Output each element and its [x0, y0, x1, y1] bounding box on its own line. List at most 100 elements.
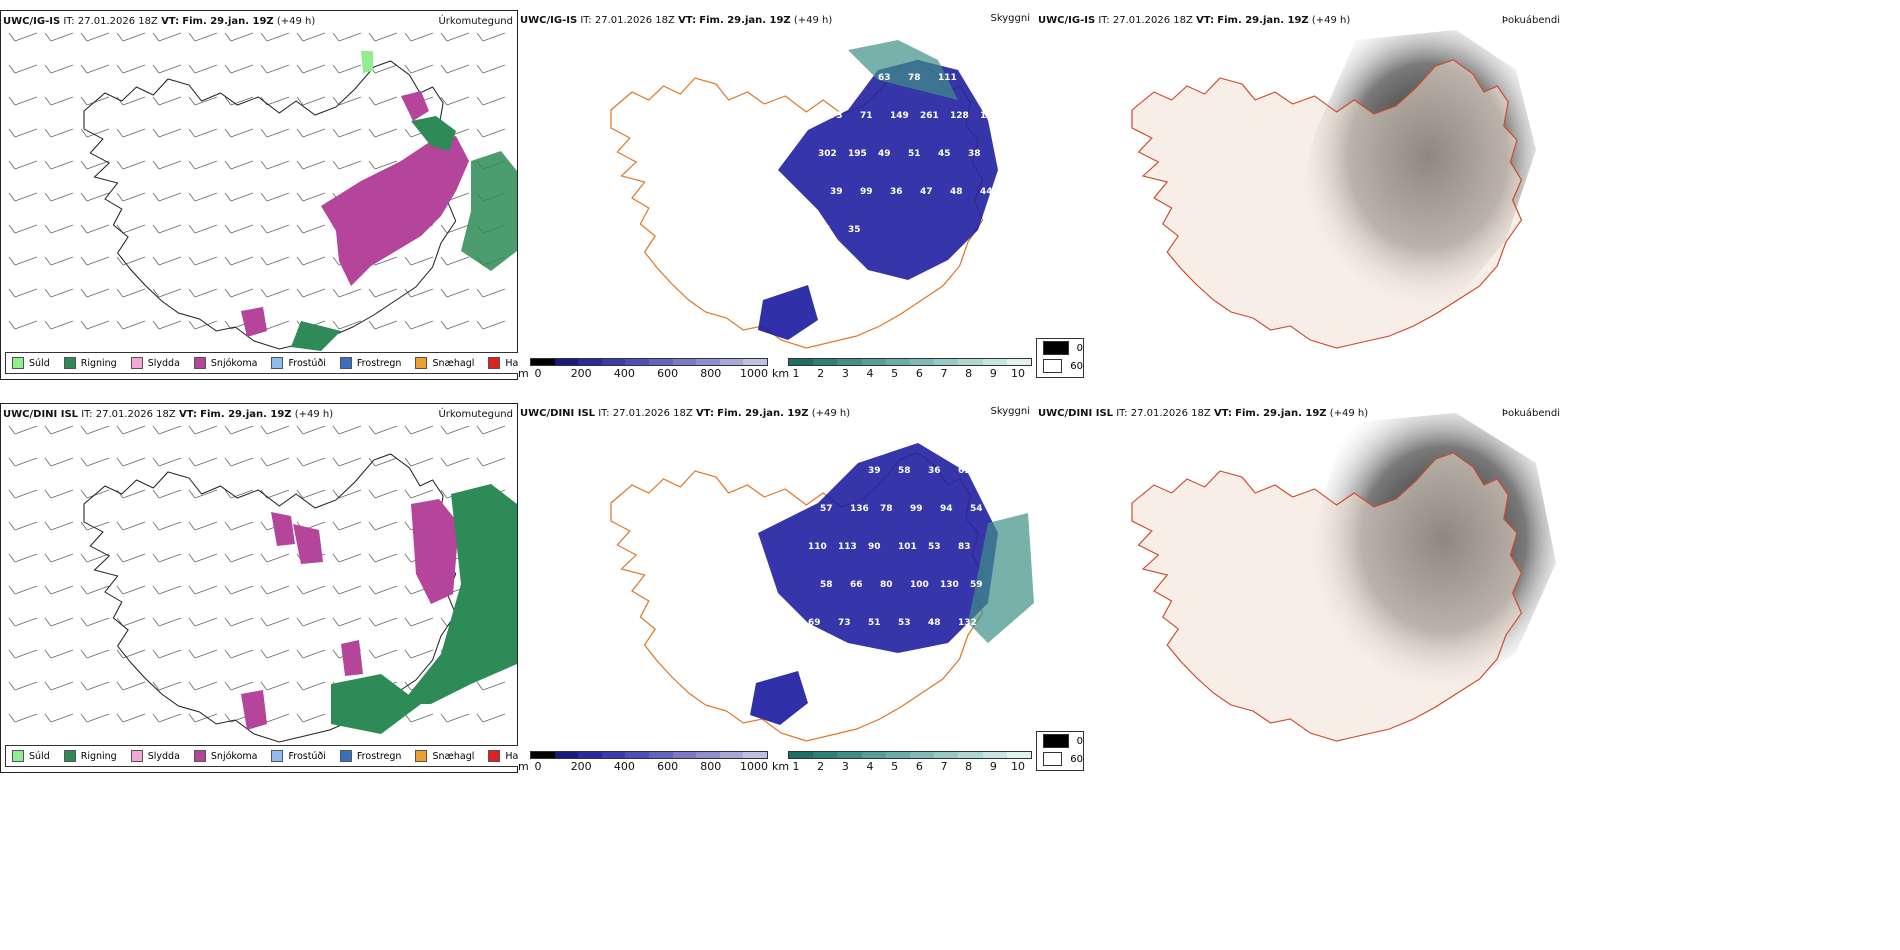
colorbar-tick-label: 10 — [1011, 367, 1025, 380]
colorbar-tick-label: 800 — [700, 760, 722, 773]
wind-barb — [188, 553, 218, 563]
colorbar-tick-label: 9 — [989, 367, 997, 380]
init-time: 27.01.2026 18Z — [95, 409, 176, 420]
ceiling-value-label: 78 — [908, 73, 921, 83]
legend-item: Rigning — [63, 357, 117, 369]
wind-barb — [260, 489, 290, 499]
colorbar-tick-label: 8 — [965, 367, 973, 380]
ceiling-value-label: 44 — [980, 187, 993, 197]
wind-barb — [80, 425, 110, 435]
ceiling-value-label: 36 — [890, 187, 903, 197]
wind-barb — [152, 521, 182, 531]
panel-header: UWC/IG-IS IT: 27.01.2026 18Z VT: Fim. 29… — [520, 13, 1030, 29]
ceiling-value-label: 51 — [908, 149, 921, 159]
wind-barb — [368, 617, 398, 627]
wind-barb — [404, 256, 434, 266]
wind-barb — [152, 425, 182, 435]
wind-barb — [404, 457, 434, 467]
ceiling-value-label: 80 — [880, 580, 893, 590]
wind-barb — [476, 713, 506, 723]
valid-time: Fim. 29.jan. 19Z — [1217, 15, 1309, 26]
legend-label: Frostúði — [288, 357, 326, 369]
wind-barb — [440, 457, 470, 467]
ceiling-value-label: 136 — [850, 504, 869, 514]
wind-barb — [8, 457, 38, 467]
legend-label: Rigning — [80, 357, 117, 369]
precip-areas — [241, 51, 517, 351]
fog-key: 0 60 — [1036, 731, 1084, 771]
wind-barb — [224, 585, 254, 595]
wind-barb — [116, 649, 146, 659]
model-name: UWC/DINI ISL — [520, 408, 596, 419]
wind-barb — [44, 617, 74, 627]
lead-time: (+49 h) — [811, 408, 851, 419]
colorbar-unit: km — [772, 760, 790, 773]
legend-swatch — [271, 750, 284, 762]
panel-header: UWC/DINI ISL IT: 27.01.2026 18Z VT: Fim.… — [3, 409, 513, 423]
wind-barb — [152, 224, 182, 234]
wind-barb — [260, 96, 290, 106]
init-label: IT: — [1098, 15, 1110, 26]
wind-barb — [296, 649, 326, 659]
ceiling-value-label: 63 — [878, 73, 891, 83]
fog-key-swatch — [1043, 341, 1069, 355]
ceiling-value-label: 128 — [950, 111, 969, 121]
wind-barb — [332, 128, 362, 138]
colorbar-swatch — [531, 752, 555, 758]
ceiling-colorbar: m 0 200 400 600 800 1000 — [518, 358, 770, 380]
ceiling-value-label: 49 — [808, 466, 821, 476]
wind-barb — [224, 649, 254, 659]
wind-barb — [116, 553, 146, 563]
colorbar-tick-label: 2 — [817, 760, 825, 773]
wind-barb — [188, 713, 218, 723]
colorbar-swatch — [934, 359, 959, 365]
colorbar-swatch — [531, 359, 555, 365]
colorbar-swatch — [648, 359, 673, 365]
wind-barb — [116, 128, 146, 138]
wind-barb — [224, 521, 254, 531]
precip-legend: Súld Rigning Slydda Snjókoma Frostúði Fr… — [5, 745, 557, 767]
colorbar-swatch — [813, 752, 838, 758]
wind-barb — [296, 585, 326, 595]
ceiling-value-label: 58 — [898, 466, 911, 476]
wind-barb — [44, 192, 74, 202]
ceiling-value-label: 99 — [860, 187, 873, 197]
panel-header: UWC/DINI ISL IT: 27.01.2026 18Z VT: Fim.… — [1038, 408, 1896, 422]
wind-barb — [44, 128, 74, 138]
wind-barb — [188, 320, 218, 330]
wind-barb — [296, 128, 326, 138]
wind-barb — [8, 713, 38, 723]
wind-barb — [368, 553, 398, 563]
wind-barb — [44, 585, 74, 595]
wind-barb — [440, 256, 470, 266]
wind-barb — [440, 96, 470, 106]
wind-barb — [44, 681, 74, 691]
wind-barb — [152, 128, 182, 138]
wind-barb — [368, 585, 398, 595]
wind-barb — [44, 320, 74, 330]
panel-title: Skyggni — [990, 13, 1030, 24]
ceiling-value-label: 69 — [808, 618, 821, 628]
wind-barb — [260, 160, 290, 170]
wind-barb — [332, 457, 362, 467]
ceiling-visibility-map: 49 57 39 58 36 61 57 136 78 99 94 54 110 113 90 101 53 83… — [610, 443, 1034, 742]
colorbar-tick-label: 5 — [891, 367, 899, 380]
lead-time: (+49 h) — [1311, 15, 1351, 26]
colorbar-tick-label: 4 — [866, 760, 874, 773]
init-time: 27.01.2026 18Z — [1130, 408, 1211, 419]
colorbar-tick-label: 7 — [940, 367, 948, 380]
wind-barb — [296, 32, 326, 42]
wind-barb — [8, 681, 38, 691]
fog-key-swatch — [1043, 734, 1069, 748]
colorbar-swatch — [696, 752, 720, 758]
wind-barb — [368, 128, 398, 138]
wind-barb — [476, 64, 506, 74]
wind-barb — [44, 713, 74, 723]
wind-barb — [224, 192, 254, 202]
colorbar-swatch — [601, 359, 626, 365]
wind-barb — [188, 32, 218, 42]
colorbar-tick-label: 200 — [570, 367, 592, 380]
wind-barb — [188, 96, 218, 106]
wind-barb — [8, 160, 38, 170]
wind-barb — [188, 457, 218, 467]
